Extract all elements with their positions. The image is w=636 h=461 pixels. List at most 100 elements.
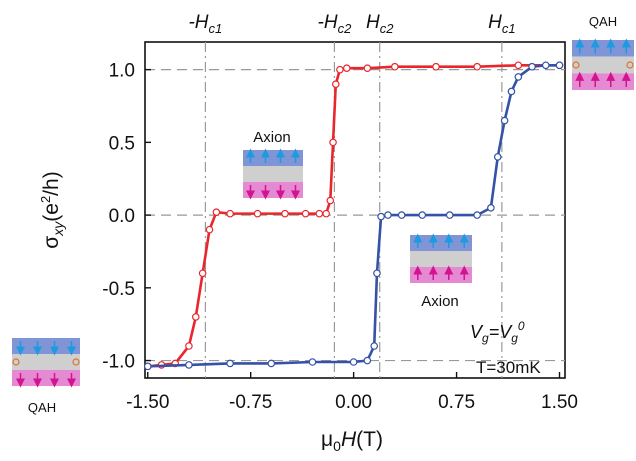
data-point xyxy=(342,64,351,72)
reference-label: -Hc2 xyxy=(318,12,353,36)
x-tick-label: -0.75 xyxy=(229,392,272,413)
data-point xyxy=(226,359,234,368)
reference-label-part: c1 xyxy=(209,21,223,36)
data-point xyxy=(322,209,330,218)
data-point xyxy=(493,153,502,161)
reference-label: -Hc1 xyxy=(188,12,222,36)
icon-band xyxy=(572,73,634,90)
data-point xyxy=(205,225,214,234)
data-point xyxy=(541,61,550,70)
data-point xyxy=(363,356,372,365)
data-point xyxy=(336,65,344,74)
x-tick-label: 0.75 xyxy=(438,392,475,413)
plot-frame xyxy=(144,41,566,379)
gate-part: =V xyxy=(489,322,514,342)
y-label-part: (e xyxy=(40,203,63,222)
icon-dot xyxy=(626,61,634,69)
data-point xyxy=(349,358,358,366)
layer-icon xyxy=(572,38,634,90)
data-point xyxy=(418,211,427,219)
data-point xyxy=(185,361,193,369)
icon-band xyxy=(12,338,80,354)
annotation: Axion xyxy=(421,293,459,310)
data-point xyxy=(198,269,207,278)
temperature-label: T=30mK xyxy=(476,358,541,377)
x-axis-label: μ0H(T) xyxy=(321,428,383,454)
data-point xyxy=(326,196,335,205)
data-point xyxy=(397,211,406,219)
reference-label-part: H xyxy=(488,12,502,33)
reference-label-part: H xyxy=(366,12,380,33)
x-tick-label: 0.00 xyxy=(335,392,372,413)
data-point xyxy=(514,73,523,81)
reference-label-part: -H xyxy=(318,12,338,33)
y-axis-label: σxy(e2/h) xyxy=(38,171,66,248)
y-tick-label: 0.5 xyxy=(109,133,135,154)
icon-band xyxy=(410,267,472,283)
icon-band xyxy=(410,235,472,251)
data-point xyxy=(301,209,310,218)
data-point xyxy=(370,342,379,350)
icon-band xyxy=(243,150,303,166)
y-tick-label: -0.5 xyxy=(102,279,135,300)
data-point xyxy=(191,313,200,321)
data-point xyxy=(514,61,523,70)
data-point xyxy=(331,80,340,88)
layer-icon xyxy=(12,338,80,388)
data-point xyxy=(315,209,324,218)
icon-band xyxy=(12,370,80,386)
reference-label-part: c2 xyxy=(338,21,353,36)
icon-band xyxy=(572,40,634,57)
data-point xyxy=(329,138,337,147)
data-point xyxy=(185,342,193,350)
annotation: QAH xyxy=(28,400,56,415)
data-point xyxy=(281,209,289,218)
annotation: Axion xyxy=(253,129,291,146)
y-label-part: σ xyxy=(40,236,63,249)
icon-band xyxy=(12,354,80,370)
reference-label-part: c2 xyxy=(380,21,395,36)
annotation: QAH xyxy=(589,14,617,29)
data-point xyxy=(373,269,381,278)
reference-label: Hc2 xyxy=(366,12,394,36)
icon-dot xyxy=(572,61,580,69)
data-point xyxy=(432,62,440,71)
y-label-part: xy xyxy=(50,221,66,237)
data-point xyxy=(212,208,221,216)
reference-label-part: -H xyxy=(188,12,208,33)
x-label-part: μ xyxy=(321,428,333,451)
data-point xyxy=(473,62,481,71)
data-point xyxy=(253,209,262,218)
data-point xyxy=(391,62,399,71)
reference-label-part: c1 xyxy=(502,21,516,36)
data-point xyxy=(555,61,564,70)
icon-dot xyxy=(72,358,80,366)
data-point xyxy=(487,204,495,212)
gate-part: 0 xyxy=(518,319,525,333)
data-point xyxy=(528,62,536,71)
x-label-part: H xyxy=(341,428,357,451)
data-point xyxy=(226,209,234,218)
y-tick-label: -1.0 xyxy=(102,352,135,373)
y-tick-label: 1.0 xyxy=(109,61,135,82)
gate-part: g xyxy=(511,331,518,345)
x-label-part: (T) xyxy=(356,428,383,451)
reference-label: Hc1 xyxy=(488,12,515,36)
icon-band xyxy=(572,56,634,74)
icon-dot xyxy=(12,358,20,366)
data-point xyxy=(507,87,516,96)
data-point xyxy=(473,211,481,219)
data-point xyxy=(384,211,392,219)
x-label-part: 0 xyxy=(333,438,341,454)
y-tick-label: 0.0 xyxy=(109,206,135,227)
y-label-part: 2 xyxy=(38,196,53,203)
x-tick-label: -1.50 xyxy=(126,392,169,413)
data-point xyxy=(445,211,454,219)
gate-label: Vg=Vg0 xyxy=(470,319,525,345)
gate-part: V xyxy=(470,322,484,342)
icon-band xyxy=(410,251,472,267)
data-point xyxy=(308,358,317,366)
gate-part: g xyxy=(482,331,489,345)
